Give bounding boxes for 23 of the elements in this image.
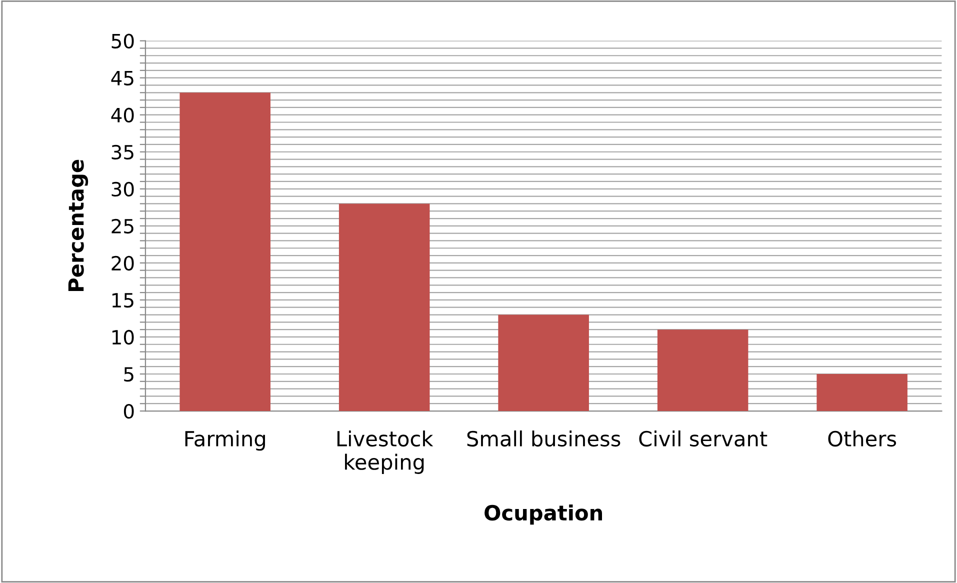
x-tick-label: Farming — [185, 430, 265, 451]
y-tick-label: 5 — [124, 367, 134, 382]
bar — [816, 374, 908, 412]
x-tick-label: Others — [828, 430, 896, 447]
bar — [180, 92, 270, 412]
bar — [338, 204, 430, 412]
y-axis-title: Percentage — [68, 160, 88, 292]
y-tick-label: 35 — [112, 144, 134, 160]
x-tick-label: Small business — [467, 430, 620, 447]
y-tick-label: 15 — [112, 293, 134, 308]
bar — [657, 330, 748, 412]
y-tick-label: 25 — [112, 218, 134, 234]
y-tick-label: 50 — [112, 34, 134, 48]
bar — [498, 314, 589, 412]
y-tick-label: 20 — [112, 256, 134, 271]
y-tick-label: 10 — [112, 330, 134, 345]
x-axis-title: Ocupation — [484, 504, 602, 525]
x-tick-label: Civil servant — [639, 430, 768, 447]
x-tick-label: Livestock keeping — [337, 430, 434, 474]
y-tick-label: 40 — [111, 108, 134, 123]
y-tick-label: 0 — [124, 404, 134, 419]
y-tick-label: 45 — [111, 71, 134, 86]
y-tick-label: 30 — [112, 182, 134, 197]
